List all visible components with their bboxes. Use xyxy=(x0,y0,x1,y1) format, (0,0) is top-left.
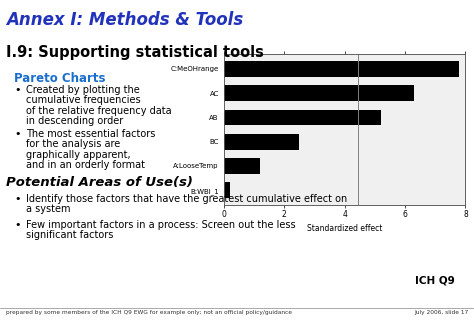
Text: July 2006, slide 17: July 2006, slide 17 xyxy=(414,310,468,315)
Text: •: • xyxy=(14,194,21,203)
Bar xyxy=(224,110,381,125)
Text: Potential Areas of Use(s): Potential Areas of Use(s) xyxy=(6,176,192,190)
Text: Identify those factors that have the greatest cumulative effect on: Identify those factors that have the gre… xyxy=(26,194,347,203)
Text: The most essential factors: The most essential factors xyxy=(26,129,155,138)
Bar xyxy=(224,182,230,198)
Text: Created by plotting the: Created by plotting the xyxy=(26,85,140,94)
Text: Pareto Charts: Pareto Charts xyxy=(14,72,106,85)
Bar xyxy=(224,158,260,174)
Text: graphically apparent,: graphically apparent, xyxy=(26,150,131,159)
Bar xyxy=(224,61,459,77)
Text: •: • xyxy=(14,220,21,230)
Text: and in an orderly format: and in an orderly format xyxy=(26,160,145,170)
Text: ICH Q9 QUALITY RISK MANAGEMENT: ICH Q9 QUALITY RISK MANAGEMENT xyxy=(6,31,149,37)
Bar xyxy=(224,85,414,101)
Bar xyxy=(224,134,299,150)
Text: significant factors: significant factors xyxy=(26,230,113,240)
Text: in descending order: in descending order xyxy=(26,116,123,126)
Text: cumulative frequencies: cumulative frequencies xyxy=(26,95,141,105)
Text: •: • xyxy=(14,129,21,138)
Text: of the relative frequency data: of the relative frequency data xyxy=(26,106,172,115)
Text: Few important factors in a process: Screen out the less: Few important factors in a process: Scre… xyxy=(26,220,296,230)
Text: •: • xyxy=(14,85,21,94)
Text: prepared by some members of the ICH Q9 EWG for example only; not an official pol: prepared by some members of the ICH Q9 E… xyxy=(6,310,292,315)
Text: for the analysis are: for the analysis are xyxy=(26,139,120,149)
X-axis label: Standardized effect: Standardized effect xyxy=(307,224,383,234)
Text: a system: a system xyxy=(26,204,71,214)
Text: I.9: Supporting statistical tools: I.9: Supporting statistical tools xyxy=(6,45,264,60)
Text: Annex I: Methods & Tools: Annex I: Methods & Tools xyxy=(6,11,243,30)
Text: ICH Q9: ICH Q9 xyxy=(415,276,455,285)
